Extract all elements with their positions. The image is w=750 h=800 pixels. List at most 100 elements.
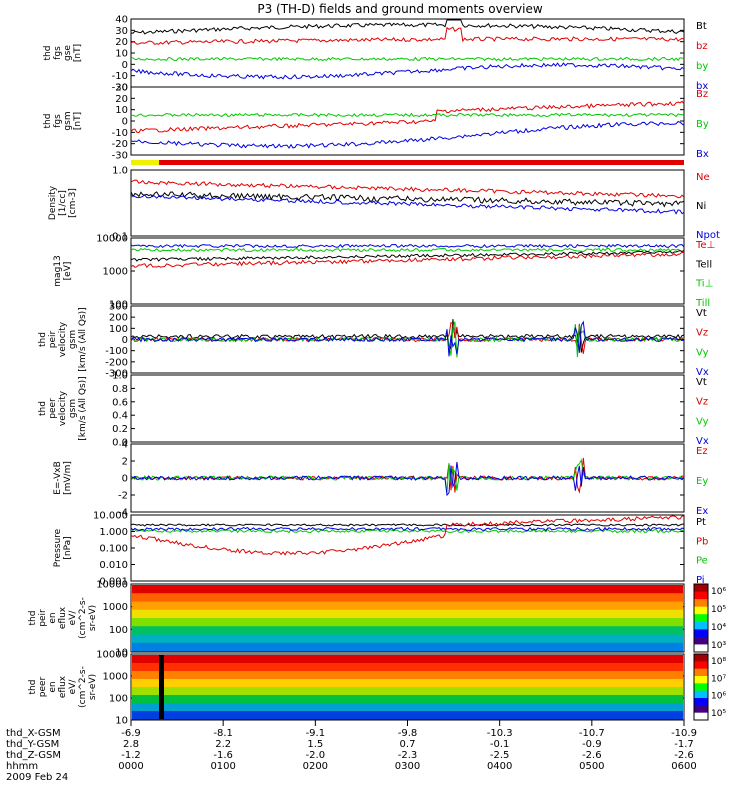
colorbar-segment <box>694 705 708 714</box>
x-tick-label: -10.3 <box>487 728 513 739</box>
legend-entry: Ex <box>696 506 708 517</box>
trace-bx <box>130 62 685 80</box>
panel-frame <box>130 374 685 443</box>
y-tick-label: 0.2 <box>112 424 128 435</box>
spectrogram-band <box>132 601 683 611</box>
panel-frame <box>130 86 685 156</box>
legend-entry: Pt <box>696 517 706 528</box>
y-label-line: gse <box>63 45 73 61</box>
trace-Ne <box>130 179 685 199</box>
y-tick-label: 30 <box>115 26 128 37</box>
colorbar-segment <box>694 636 708 645</box>
y-tick-label: 20 <box>115 37 128 48</box>
y-tick-label: 1000 <box>103 602 128 613</box>
panel-7: 4 2 0 -2 -4 E=-VxB [mV/m] Ez Ey Ex <box>53 440 708 519</box>
legend-entry: bx <box>696 81 708 92</box>
y-tick-label: -10 <box>112 71 128 82</box>
y-label-line: fgs <box>53 46 63 60</box>
panel-frame <box>130 583 685 653</box>
y-tick-label: 0.001 <box>99 577 128 588</box>
y-tick-label: 0 <box>122 117 128 128</box>
legend-entry: Vy <box>696 347 709 358</box>
figure-title: P3 (TH-D) fields and ground moments over… <box>257 2 542 16</box>
y-axis-label: thd peer en eflux eV/(cm^2-s-sr-eV) <box>28 666 98 708</box>
trace-E2 <box>130 461 685 497</box>
legend-entry: Vz <box>696 397 708 408</box>
y-label-line: en <box>48 681 58 692</box>
x-tick-label: 0600 <box>671 761 696 772</box>
legend-entry: Ni <box>696 201 706 212</box>
y-tick-label: -2 <box>118 491 128 502</box>
date-label: 2009 Feb 24 <box>6 772 68 783</box>
y-tick-label: -200 <box>105 357 128 368</box>
x-tick-label: 0.7 <box>400 739 416 750</box>
trace-V3 <box>130 320 685 357</box>
y-label-line: sr-eV) <box>88 674 98 700</box>
colorbar-segment <box>694 676 708 684</box>
y-tick-label: 10000 <box>96 580 128 591</box>
x-axis-row-label: thd_Y-GSM <box>6 739 59 750</box>
panel-6: 1.0 0.8 0.6 0.4 0.2 0.0 thd peer velocity gsm [km/… <box>38 371 709 449</box>
colorbar-segment <box>694 654 708 662</box>
y-tick-label: 1.000 <box>99 527 128 538</box>
y-tick-label: -20 <box>112 139 128 150</box>
y-tick-label: 100 <box>109 324 128 335</box>
y-tick-label: -30 <box>112 151 128 162</box>
legend-entry: Till <box>695 298 710 309</box>
y-tick-label: 10 <box>115 105 128 116</box>
colorbar-tick-label: 10⁴ <box>711 623 726 633</box>
y-label-line: [km/s (All Qs)] <box>78 376 88 440</box>
y-label-line: velocity <box>58 390 68 426</box>
y-label-line: [km/s (All Qs)] <box>78 307 88 371</box>
legend-entry: Ne <box>696 172 710 183</box>
legend-entry: Bx <box>696 149 709 160</box>
y-axis-label: thd peer velocity gsm [km/s (All Qs)] <box>38 376 88 440</box>
y-tick-label: 1.0 <box>112 371 128 382</box>
y-tick-label: -10 <box>112 128 128 139</box>
trace-Bz <box>130 100 685 134</box>
y-tick-label: 1000 <box>103 267 128 278</box>
y-tick-label: -300 <box>105 369 128 380</box>
x-tick-label: -2.3 <box>398 750 418 761</box>
x-tick-label: -6.9 <box>121 728 141 739</box>
legend-entry: Ey <box>696 476 708 487</box>
y-label-line: peer <box>48 398 58 419</box>
y-axis-label: Pressure [nPa] <box>53 528 73 567</box>
panel-3: 1.0 0.1 Density [1/cc] [cm-3] Ne Ni Npot <box>48 166 720 243</box>
panel-10: 10000 1000 100 10 thd peer en eflux eV/(cm^2-s-s… <box>28 650 726 727</box>
x-tick-label: -9.1 <box>306 728 326 739</box>
colorbar-segment <box>694 661 708 670</box>
trace-by <box>130 56 685 62</box>
legend-entry: Ez <box>696 446 708 457</box>
x-tick-label: -9.8 <box>398 728 418 739</box>
y-label-line: fgs <box>53 114 63 128</box>
legend-entry: Bt <box>696 21 707 32</box>
y-tick-label: -4 <box>118 508 128 519</box>
legend-entry: by <box>696 61 708 72</box>
y-tick-label: 0 <box>122 60 128 71</box>
y-label-line: velocity <box>58 321 68 357</box>
legend-entry: Pe <box>696 556 708 567</box>
y-tick-label: 0.8 <box>112 384 128 395</box>
x-tick-label: 0200 <box>303 761 328 772</box>
y-tick-label: 0.4 <box>112 411 128 422</box>
trace-bz <box>130 26 685 45</box>
y-label-line: [nT] <box>73 44 83 62</box>
trace-E1 <box>130 458 685 493</box>
panel-9: 10000 1000 100 10 thd peir en eflux eV/(cm^2-s-s… <box>28 580 726 659</box>
colorbar-segment <box>694 599 708 608</box>
x-tick-label: -0.1 <box>490 739 510 750</box>
legend-entry: Vz <box>696 328 708 339</box>
x-tick-label: -2.5 <box>490 750 510 761</box>
y-axis-label: thd peir velocity gsm [km/s (All Qs)] <box>38 307 88 371</box>
y-tick-label: 0.1 <box>112 232 128 243</box>
x-tick-label: 0400 <box>487 761 512 772</box>
y-tick-label: 0 <box>122 335 128 346</box>
colorbar-segment <box>694 584 708 593</box>
y-label-line: thd <box>38 401 48 416</box>
spectrogram-band <box>132 679 683 688</box>
x-axis-row-label: thd_X-GSM <box>6 728 61 739</box>
x-tick-label: 0000 <box>118 761 143 772</box>
